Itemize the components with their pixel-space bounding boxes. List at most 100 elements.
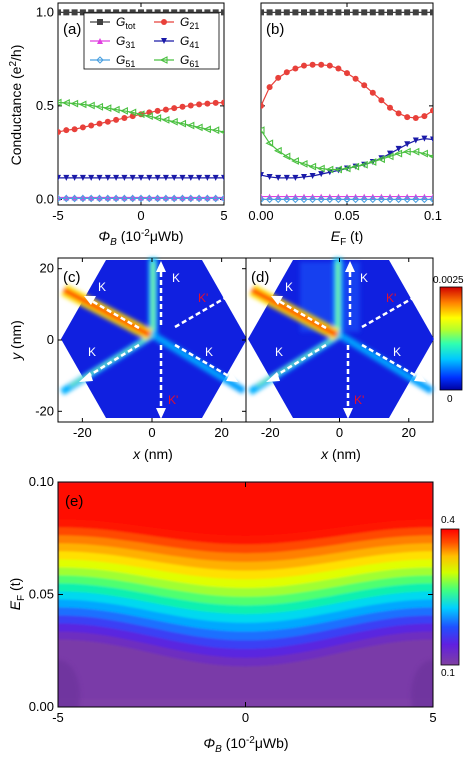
panel-a-ylabel: Conductance (e2/h) <box>8 45 24 166</box>
panel-c-k-right: K <box>205 345 213 359</box>
panel-b-point-g-tot <box>309 9 316 16</box>
panel-e-ticks: -5 0 5 0.00 0.05 0.10 <box>29 474 437 725</box>
panel-a-point-g-41 <box>204 174 211 181</box>
panel-e-xtick-label: 5 <box>429 710 436 725</box>
panel-b-point-g-tot <box>404 9 411 16</box>
panel-b-point-g-41 <box>404 141 411 148</box>
panel-b-point-g-tot <box>335 9 342 16</box>
panel-a-point-g-21 <box>96 120 103 127</box>
panel-b-xtick-label: 0.1 <box>424 208 442 223</box>
panel-b-point-g-41 <box>275 174 282 181</box>
panel-a-point-g-51 <box>58 194 62 203</box>
panel-a-xtick-label: -5 <box>52 208 64 223</box>
panel-a-point-g-41 <box>121 174 128 181</box>
panel-a-point-g-41 <box>104 174 111 181</box>
panel-b-point-g-tot <box>378 9 385 16</box>
panel-b-point-g-51 <box>360 195 368 204</box>
panel-a-point-g-41 <box>221 174 224 181</box>
panel-a-point-g-61 <box>169 117 178 126</box>
panel-a-point-g-41 <box>88 174 95 181</box>
panel-b-point-g-21 <box>326 62 333 69</box>
panel-b-point-g-51 <box>326 195 334 204</box>
panel-b-point-g-tot <box>275 9 282 16</box>
panel-a-point-g-tot <box>96 9 103 16</box>
panel-b-point-g-tot <box>352 9 359 16</box>
panel-b-point-g-tot <box>261 9 264 16</box>
panel-a-point-g-tot <box>71 9 78 16</box>
panel-b-point-g-21 <box>309 61 316 68</box>
panel-a-point-g-61 <box>120 107 128 115</box>
panel-b-point-g-tot <box>292 9 299 16</box>
panel-b-point-g-41 <box>421 135 428 142</box>
panel-a-point-g-21 <box>162 106 169 113</box>
panel-a-point-g-tot <box>88 9 95 16</box>
panel-d-ticks: -20 0 20 <box>261 258 416 440</box>
panel-b-point-g-61 <box>394 149 403 158</box>
panel-a-point-g-tot <box>212 9 219 16</box>
panel-a-point-g-61 <box>186 121 195 130</box>
panel-a-ticks: -5 0 5 0.0 0.5 1.0 <box>36 3 228 223</box>
panel-b-point-g-21 <box>266 84 273 91</box>
panel-a-point-g-21 <box>221 99 224 106</box>
panel-b-point-g-51 <box>308 195 317 204</box>
panel-a-point-g-61 <box>178 119 187 128</box>
panel-a-point-g-61 <box>211 126 220 135</box>
panel-a-point-g-61 <box>103 104 112 113</box>
panel-b-point-g-21 <box>378 97 385 104</box>
panel-e-colorbar <box>440 528 460 666</box>
panel-b-ticks: 0.00 0.05 0.1 <box>248 3 442 223</box>
panel-b-point-g-21 <box>412 115 419 122</box>
panel-a-point-g-61 <box>145 112 153 121</box>
panel-a-point-g-61 <box>203 125 211 134</box>
panel-b-point-g-41 <box>430 136 433 143</box>
panel-b-point-g-61 <box>351 162 360 171</box>
panel-a-point-g-51 <box>220 194 224 203</box>
panel-b-point-g-tot <box>430 9 433 16</box>
panel-d-xtick-label: 0 <box>336 425 343 440</box>
panel-a-point-g-41 <box>58 174 61 181</box>
panel-b-point-g-61 <box>299 159 308 168</box>
panel-d-k-top: K <box>360 271 368 285</box>
panel-b-point-g-21 <box>395 110 402 117</box>
panel-d-kprime-right: K' <box>386 291 396 305</box>
panel-a-point-g-41 <box>129 174 136 181</box>
panel-b-point-g-51 <box>420 195 429 204</box>
panel-a-point-g-tot <box>129 9 136 16</box>
panel-a-point-g-21 <box>154 107 161 114</box>
panel-b-point-g-21 <box>283 69 290 76</box>
panel-a-point-g-61 <box>86 101 95 110</box>
panel-b-point-g-61 <box>308 162 317 171</box>
panel-b-point-g-tot <box>421 9 428 16</box>
panel-a-point-g-51 <box>178 194 187 203</box>
panel-a-point-g-41 <box>63 174 70 181</box>
panel-b-point-g-61 <box>261 126 265 135</box>
legend-entry: G21 <box>180 15 199 31</box>
panel-b-point-g-41 <box>387 150 393 157</box>
panel-c-ytick-label: 20 <box>40 261 54 276</box>
panel-a-point-g-51 <box>187 194 195 203</box>
panel-a-point-g-61 <box>136 110 145 119</box>
panel-b-point-g-41 <box>283 174 290 181</box>
panel-b-point-g-51 <box>343 195 351 204</box>
panel-c-arrows <box>84 268 233 412</box>
panel-a-point-g-tot <box>79 9 86 16</box>
panel-c-ylabel: y (nm) <box>8 320 24 361</box>
panel-a-point-g-tot <box>154 9 161 16</box>
panel-b-series <box>261 9 433 204</box>
panel-a-point-g-41 <box>113 174 120 181</box>
panel-a-point-g-tot <box>162 9 169 16</box>
panel-b-point-g-51 <box>334 195 343 204</box>
panel-b-point-g-41 <box>301 173 307 180</box>
panel-b-point-g-61 <box>420 149 428 158</box>
panel-a-point-g-21 <box>171 105 178 112</box>
panel-b-xtick-label: 0.00 <box>248 208 273 223</box>
legend-swatch-marker <box>161 38 167 44</box>
panel-b-point-g-tot <box>395 9 402 16</box>
panel-a-point-g-tot <box>63 9 70 16</box>
panel-a-point-g-51 <box>62 194 71 203</box>
panel-a-point-g-21 <box>113 116 120 123</box>
panel-a-point-g-61 <box>111 105 120 114</box>
panel-a-point-g-41 <box>154 174 161 181</box>
panel-a-point-g-41 <box>96 174 103 181</box>
panel-b-point-g-21 <box>301 62 307 69</box>
